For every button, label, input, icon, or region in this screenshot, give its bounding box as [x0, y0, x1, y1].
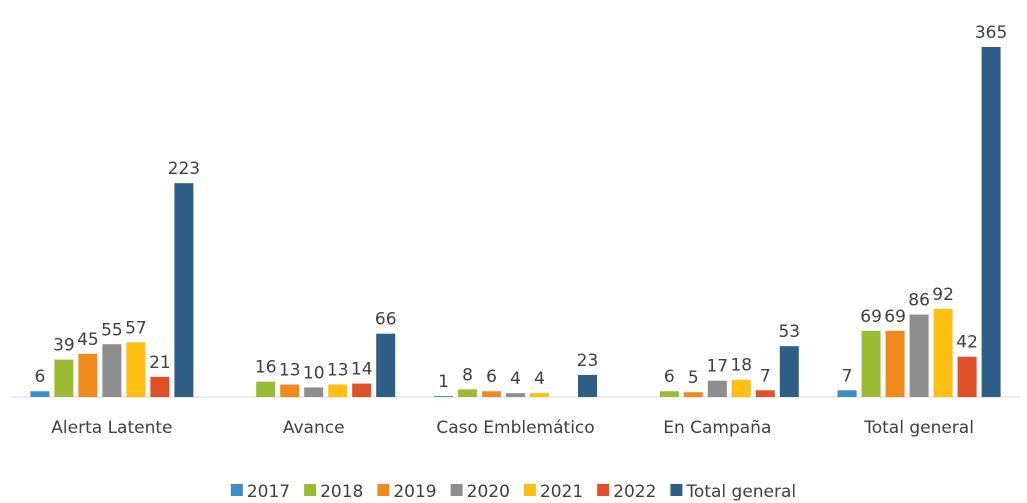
bar	[731, 379, 751, 397]
x-tick-label: Alerta Latente	[51, 418, 172, 438]
data-label: 6	[486, 367, 497, 387]
legend-label: 2019	[393, 482, 436, 502]
legend-swatch	[377, 484, 390, 496]
bar	[458, 389, 477, 397]
x-tick-label: Total general	[863, 418, 974, 438]
data-label: 1	[438, 372, 449, 392]
bar	[933, 308, 953, 397]
data-label: 5	[688, 368, 699, 388]
bar	[434, 396, 453, 397]
bar	[304, 387, 324, 397]
bar	[659, 391, 679, 397]
data-label: 21	[149, 353, 171, 373]
data-label: 7	[760, 366, 771, 386]
data-label: 23	[577, 351, 599, 371]
data-label: 92	[932, 285, 954, 305]
data-label: 55	[101, 320, 123, 340]
x-tick-label: Caso Emblemático	[436, 418, 594, 438]
data-label: 42	[956, 333, 978, 353]
bar	[126, 342, 146, 397]
bar	[909, 314, 929, 397]
data-label: 6	[664, 367, 675, 387]
x-tick-label: En Campaña	[663, 418, 771, 438]
bar	[280, 384, 300, 397]
legend-swatch	[304, 484, 317, 496]
data-label: 10	[303, 363, 325, 383]
bar	[150, 376, 170, 397]
bar	[707, 380, 727, 397]
bar	[530, 393, 549, 397]
bar	[102, 344, 122, 397]
data-label: 365	[975, 23, 1007, 43]
legend-label: 2018	[320, 482, 363, 502]
data-label: 6	[34, 367, 45, 387]
bar	[837, 390, 857, 397]
data-label: 14	[351, 360, 373, 380]
data-label: 8	[462, 365, 473, 385]
data-label: 16	[255, 358, 277, 378]
bar	[885, 330, 905, 397]
data-label: 57	[125, 318, 147, 338]
bar	[78, 353, 98, 397]
bar	[174, 183, 194, 397]
bar	[30, 391, 50, 397]
legend-swatch	[523, 484, 536, 496]
data-label: 17	[706, 357, 728, 377]
data-label: 13	[327, 361, 349, 381]
data-label: 66	[375, 310, 397, 330]
data-label: 223	[168, 159, 200, 179]
legend-swatch	[230, 484, 243, 496]
bar	[683, 392, 703, 397]
bar	[352, 383, 372, 397]
data-label: 69	[884, 307, 906, 327]
bar	[328, 384, 348, 397]
bar	[376, 333, 396, 397]
data-label: 69	[860, 307, 882, 327]
data-label: 7	[842, 366, 853, 386]
bar	[54, 359, 74, 397]
data-label: 4	[534, 369, 545, 389]
legend-swatch	[597, 484, 610, 496]
data-label: 4	[510, 369, 521, 389]
legend-swatch	[670, 484, 683, 496]
legend-swatch	[450, 484, 463, 496]
data-label: 13	[279, 361, 301, 381]
legend-label: 2017	[247, 482, 290, 502]
legend-label: 2021	[540, 482, 583, 502]
bar	[256, 381, 276, 397]
legend-label: 2022	[613, 482, 656, 502]
bar	[506, 393, 525, 397]
legend-label: Total general	[685, 482, 796, 502]
bar	[861, 330, 881, 397]
data-label: 86	[908, 291, 930, 311]
x-tick-label: Avance	[283, 418, 345, 438]
bar	[981, 47, 1001, 397]
bar	[482, 391, 501, 397]
bar	[957, 356, 977, 397]
data-label: 39	[53, 336, 75, 356]
data-label: 53	[778, 322, 800, 342]
bar	[578, 374, 597, 397]
bar	[755, 390, 775, 397]
bar	[779, 346, 799, 397]
data-label: 45	[77, 330, 99, 350]
legend-label: 2020	[467, 482, 510, 502]
data-label: 18	[730, 356, 752, 376]
